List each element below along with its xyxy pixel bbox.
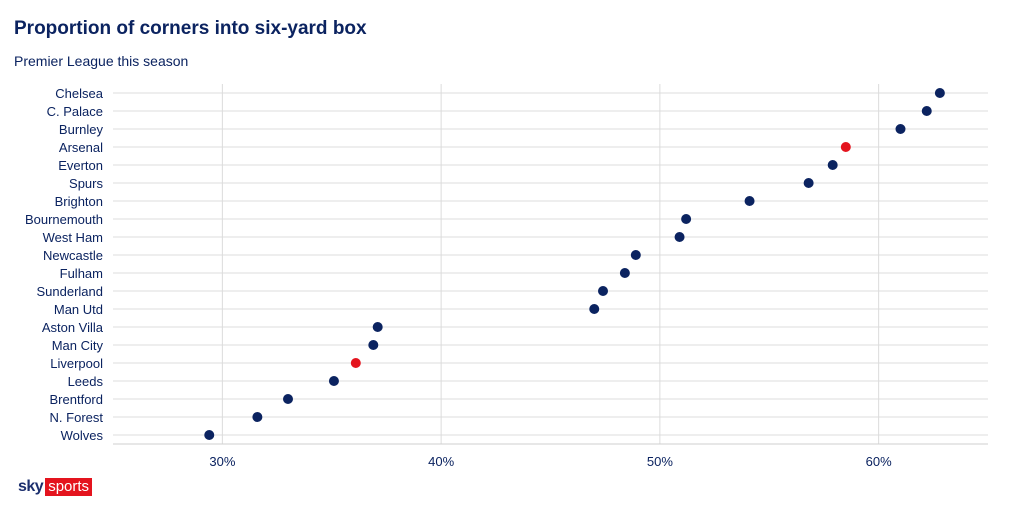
data-point [252,412,263,422]
data-point [328,376,339,386]
data-point [744,196,755,206]
sky-sports-logo: sky sports [18,478,93,496]
data-point [895,124,906,134]
y-tick-label: Liverpool [50,356,103,371]
data-point [681,214,692,224]
y-tick-label: Brentford [50,392,103,407]
y-tick-label: Man City [52,338,104,353]
y-tick-label: Brighton [55,194,103,209]
data-point [630,250,641,260]
y-tick-label: Man Utd [54,302,103,317]
y-tick-label: C. Palace [47,104,103,119]
y-tick-label: N. Forest [50,410,104,425]
y-tick-label: Fulham [60,266,103,281]
y-tick-label: Burnley [59,122,104,137]
x-tick-label: 40% [428,454,454,469]
data-point [372,322,383,332]
y-tick-label: Newcastle [43,248,103,263]
y-tick-label: Everton [58,158,103,173]
data-point [589,304,600,314]
y-tick-label: Leeds [68,374,104,389]
y-tick-label: West Ham [43,230,103,245]
data-point [204,430,215,440]
y-tick-label: Sunderland [37,284,104,299]
x-tick-label: 60% [866,454,892,469]
data-point [840,142,851,152]
data-point [368,340,379,350]
y-tick-label: Chelsea [55,86,103,101]
chart-title: Proportion of corners into six-yard box [14,18,367,39]
y-tick-label: Aston Villa [42,320,104,335]
data-point [619,268,630,278]
y-tick-label: Wolves [61,428,104,443]
data-point [598,286,608,296]
data-point [674,232,685,242]
x-tick-label: 30% [209,454,235,469]
data-point [803,178,814,188]
y-tick-label: Arsenal [59,140,103,155]
data-point [921,106,932,116]
data-point [934,88,945,98]
data-point [283,394,293,404]
chart-subtitle: Premier League this season [14,53,189,69]
y-tick-label: Spurs [69,176,103,191]
x-tick-label: 50% [647,454,673,469]
logo-sports: sports [45,478,93,496]
logo-sky: sky [18,478,44,495]
y-tick-label: Bournemouth [25,212,103,227]
data-point [827,160,838,170]
data-point [350,358,361,368]
